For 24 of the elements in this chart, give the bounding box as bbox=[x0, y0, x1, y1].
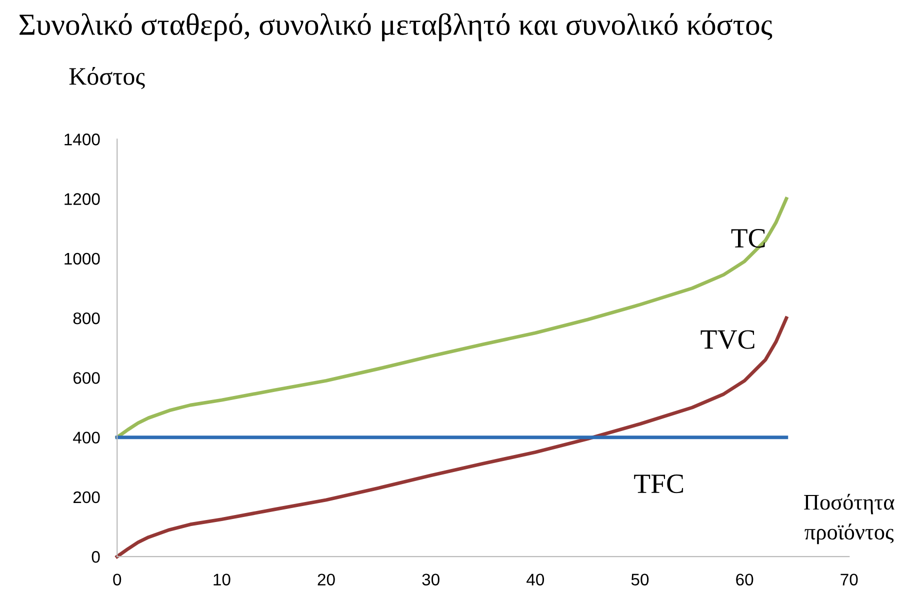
y-tick-label: 1400 bbox=[64, 134, 100, 146]
y-tick-label: 0 bbox=[92, 551, 100, 563]
x-tick-label: 30 bbox=[422, 574, 440, 586]
series-label: TFC bbox=[634, 474, 684, 494]
y-tick-label: 800 bbox=[73, 312, 100, 324]
x-tick-label: 50 bbox=[631, 574, 649, 586]
y-tick-label: 1000 bbox=[64, 252, 100, 265]
series-label: TVC bbox=[700, 330, 754, 350]
x-tick-label: 0 bbox=[113, 574, 122, 586]
y-axis-title: Κόστος bbox=[69, 67, 145, 90]
y-tick-label: 1200 bbox=[64, 193, 100, 205]
x-tick-label: 60 bbox=[736, 574, 754, 586]
x-tick-label: 40 bbox=[526, 574, 544, 586]
y-tick-label: 400 bbox=[73, 432, 100, 444]
line-series bbox=[115, 316, 788, 558]
x-tick-label: 70 bbox=[840, 574, 858, 586]
y-tick-label: 200 bbox=[73, 491, 100, 504]
line-series bbox=[115, 197, 788, 440]
x-axis-title: Ποσότητα προϊόντος bbox=[804, 494, 894, 544]
series-label: TC bbox=[731, 229, 765, 248]
y-tick-label: 600 bbox=[73, 372, 100, 384]
x-tick-label: 10 bbox=[214, 574, 230, 586]
chart-title: Συνολικό σταθερό, συνολικό μεταβλητό και συνολικό κόστος bbox=[19, 13, 772, 42]
x-tick-label: 20 bbox=[318, 574, 335, 586]
